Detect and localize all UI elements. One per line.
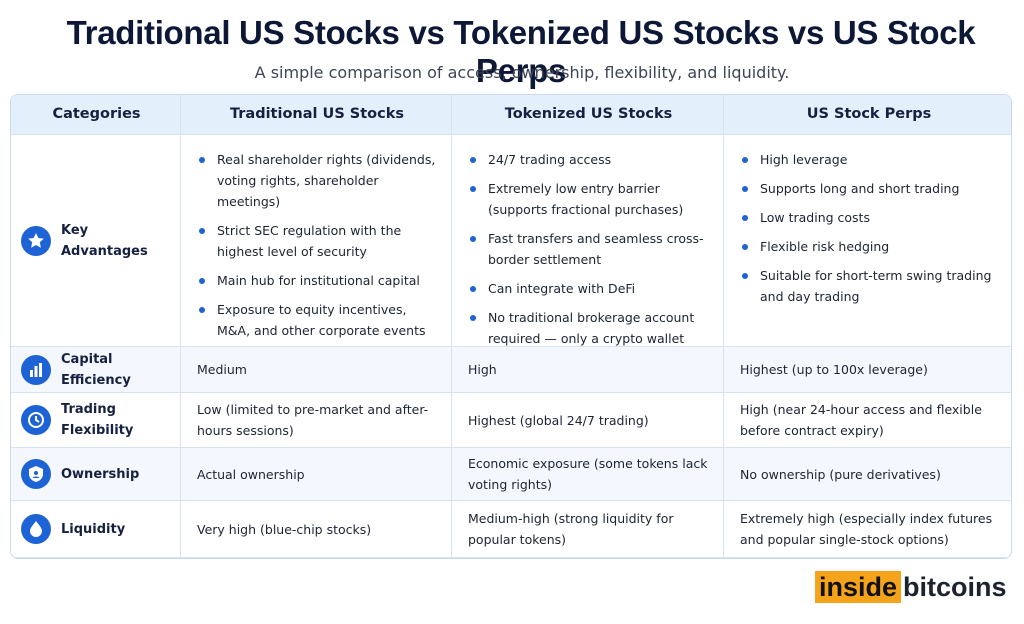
bullet-list: 24/7 trading access Extremely low entry b… [468,149,709,357]
bullet-item: Real shareholder rights (dividends, voti… [199,149,437,212]
bullet-list: Real shareholder rights (dividends, voti… [197,149,437,349]
cell: Medium [181,347,452,393]
category-cell: Capital Efficiency [11,347,181,393]
category-label: Key Advantages [61,222,148,259]
bullet-item: Extremely low entry barrier (supports fr… [470,178,709,220]
bullet-item: Fast transfers and seamless cross-border… [470,228,709,270]
logo-part: inside [815,571,902,603]
bullet-item: Suitable for short-term swing trading an… [742,265,998,307]
category-label: Ownership [61,466,140,482]
cell: Extremely high (especially index futures… [724,501,1011,558]
cell: Actual ownership [181,448,452,501]
bullet-item: Can integrate with DeFi [470,278,709,299]
bullet-item: Strict SEC regulation with the highest l… [199,220,437,262]
category-cell: Key Advantages [11,135,181,347]
bullet-item: Main hub for institutional capital [199,270,437,291]
row-icon [21,225,51,256]
cell: High [452,347,724,393]
row-icon [21,405,51,435]
category-cell: Ownership [11,448,181,501]
logo-part: bitcoins [903,571,1007,602]
cell: Low (limited to pre-market and after-hou… [181,393,452,448]
cell: Economic exposure (some tokens lack voti… [452,448,724,501]
bullet-item: Flexible risk hedging [742,236,998,257]
cell: Very high (blue-chip stocks) [181,501,452,558]
category-cell: Trading Flexibility [11,393,181,448]
category-label: Capital Efficiency [61,351,131,388]
header-cell: Categories [11,95,181,135]
bullet-item: 24/7 trading access [470,149,709,170]
bullet-item: High leverage [742,149,998,170]
bullet-item: Low trading costs [742,207,998,228]
cell: High leverage Supports long and short tra… [724,135,1011,347]
header-cell: Tokenized US Stocks [452,95,724,135]
cell: Highest (global 24/7 trading) [452,393,724,448]
header-cell: Traditional US Stocks [181,95,452,135]
bullet-item: Exposure to equity incentives, M&A, and … [199,299,437,341]
category-cell: Liquidity [11,501,181,558]
bullet-item: No traditional brokerage account require… [470,307,709,349]
bullet-list: High leverage Supports long and short tra… [740,149,998,315]
cell: Real shareholder rights (dividends, voti… [181,135,452,347]
bullet-item: Supports long and short trading [742,178,998,199]
row-icon [21,459,51,489]
title: Traditional US Stocks vs Tokenized US St… [66,14,976,89]
cell: Medium-high (strong liquidity for popula… [452,501,724,558]
category-label: Trading Flexibility [61,402,134,438]
cell: Highest (up to 100x leverage) [724,347,1011,393]
row-icon [21,514,51,544]
subtitle: A simple comparison of access, ownership… [254,63,790,82]
category-label: Liquidity [61,521,126,537]
header-cell: US Stock Perps [724,95,1011,135]
cell: High (near 24-hour access and flexible b… [724,393,1011,448]
logo: inside bitcoins [815,571,1007,603]
cell: 24/7 trading access Extremely low entry b… [452,135,724,347]
row-icon [21,354,51,385]
comparison-table: Categories Traditional US Stocks Tokenized… [10,94,1012,559]
cell: No ownership (pure derivatives) [724,448,1011,501]
